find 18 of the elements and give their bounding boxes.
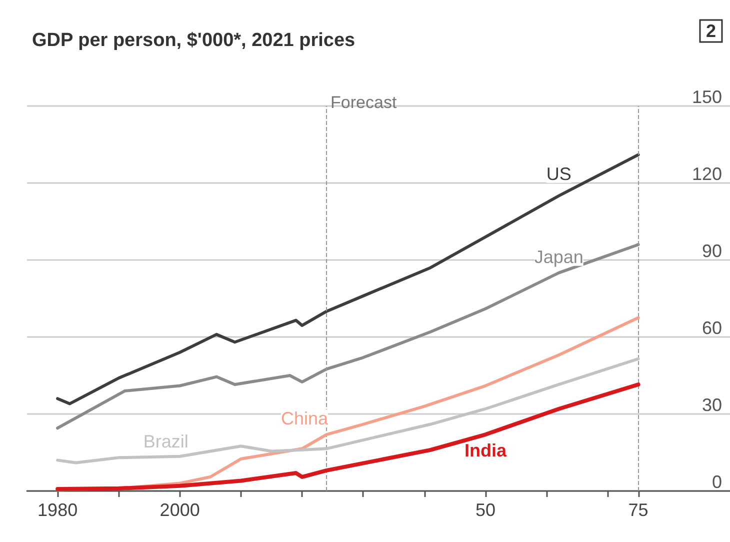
y-tick-label: 120 <box>692 164 722 184</box>
text: 2 <box>706 21 716 41</box>
y-tick-label: 0 <box>712 472 722 492</box>
y-tick-label: 60 <box>702 318 722 338</box>
series-label: China <box>281 408 330 429</box>
series-label: India <box>464 440 508 461</box>
x-tick-label: 75 <box>628 500 648 520</box>
series-label: Japan <box>534 246 584 267</box>
x-tick-label: 2000 <box>160 500 200 520</box>
chart-title: GDP per person, $'000*, 2021 prices <box>32 30 356 51</box>
ref-line-label: Forecast <box>330 93 397 112</box>
x-tick-label: 50 <box>475 500 496 520</box>
y-tick-label: 90 <box>702 241 722 261</box>
x-tick-label: 1980 <box>38 500 78 520</box>
y-tick-label: 30 <box>702 395 722 415</box>
series-label: Brazil <box>143 431 188 452</box>
series-label: US <box>546 164 572 184</box>
y-tick-label: 150 <box>692 87 722 107</box>
